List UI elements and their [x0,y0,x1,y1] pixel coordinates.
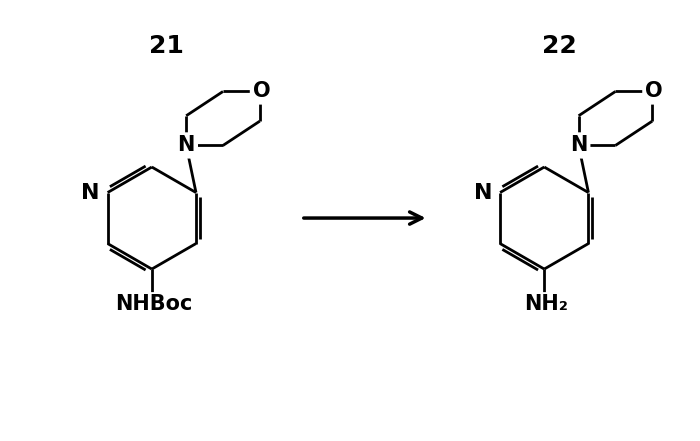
Text: N: N [474,183,492,202]
Text: O: O [253,82,270,101]
Text: 21: 21 [149,34,184,58]
Text: N: N [178,135,195,155]
Text: N: N [81,183,100,202]
Text: 22: 22 [542,34,576,58]
Text: NH₂: NH₂ [524,294,568,314]
Text: O: O [645,82,663,101]
Text: N: N [570,135,587,155]
Text: NHBoc: NHBoc [115,294,193,314]
